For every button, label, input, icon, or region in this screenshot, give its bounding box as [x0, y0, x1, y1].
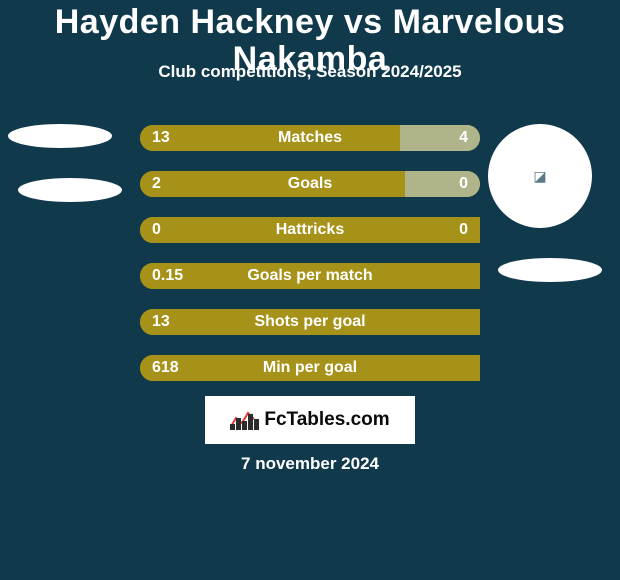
- logo-bar-icon: [236, 418, 241, 430]
- comparison-card: Hayden Hackney vs Marvelous Nakamba Club…: [0, 0, 620, 580]
- bar-label: Hattricks: [140, 217, 480, 243]
- avatar-right-placeholder: ◪: [488, 124, 592, 228]
- logo-chart-icon: [230, 410, 258, 430]
- date-label: 7 november 2024: [0, 454, 620, 474]
- logo-bar-icon: [230, 424, 235, 430]
- missing-image-icon: ◪: [533, 168, 546, 185]
- bar-label: Goals: [140, 171, 480, 197]
- avatar-left-placeholder: [8, 124, 112, 148]
- logo-bar-icon: [242, 421, 247, 430]
- stat-bar-row: 20Goals: [140, 171, 480, 197]
- bar-label: Matches: [140, 125, 480, 151]
- logo-box: FcTables.com: [205, 396, 415, 444]
- logo-text: FcTables.com: [264, 409, 389, 431]
- stats-bars: 134Matches 20Goals 00Hattricks 0.15Goals pe…: [140, 125, 480, 401]
- stat-bar-row: 134Matches: [140, 125, 480, 151]
- logo-bar-icon: [254, 419, 259, 430]
- bar-label: Goals per match: [140, 263, 480, 289]
- subtitle: Club competitions, Season 2024/2025: [0, 62, 620, 82]
- avatar-right-shadow: [498, 258, 602, 282]
- stat-bar-row: 00Hattricks: [140, 217, 480, 243]
- stat-bar-row: 13Shots per goal: [140, 309, 480, 335]
- stat-bar-row: 618Min per goal: [140, 355, 480, 381]
- bar-label: Shots per goal: [140, 309, 480, 335]
- stat-bar-row: 0.15Goals per match: [140, 263, 480, 289]
- avatar-left-shadow: [18, 178, 122, 202]
- logo-bar-icon: [248, 414, 253, 430]
- bar-label: Min per goal: [140, 355, 480, 381]
